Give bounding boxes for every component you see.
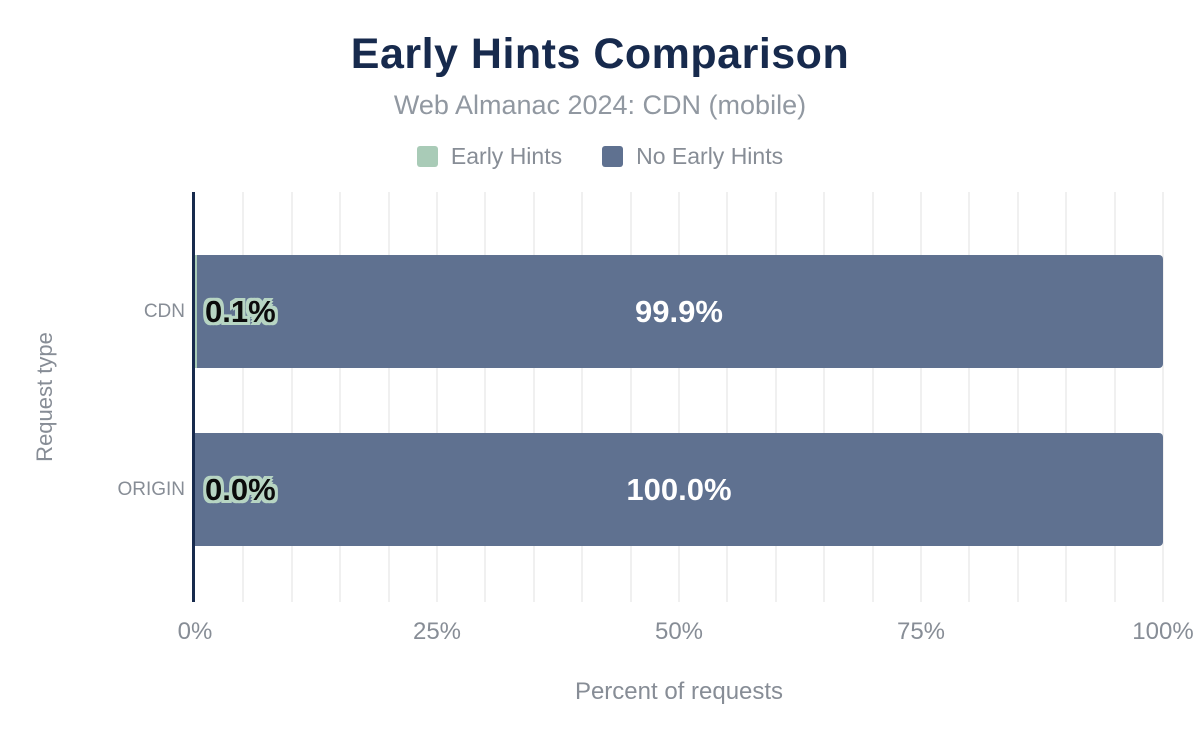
gridline-45	[629, 192, 632, 602]
value-label-no-early-hints: 100.0%	[626, 471, 732, 507]
gridline-65	[823, 192, 826, 602]
bar-segment-no-early-hints	[197, 255, 1163, 368]
x-tick-0: 0%	[177, 618, 213, 645]
category-label-cdn: CDN	[143, 300, 185, 322]
value-label-early-hints: 0.0%	[205, 471, 276, 507]
legend-label: No Early Hints	[636, 143, 784, 169]
gridline-60	[774, 192, 777, 602]
legend-item-no-early-hints: No Early Hints	[602, 143, 783, 170]
y-axis-title: Request type	[32, 332, 57, 462]
plot-area: 0.1% 99.9% 0.0% 100.0%	[192, 192, 1164, 602]
gridline-100	[1162, 192, 1164, 602]
legend-swatch-icon	[602, 146, 624, 167]
gridline-90	[1065, 192, 1068, 602]
gridline-40	[581, 192, 584, 602]
gridline-55	[726, 192, 729, 602]
legend-swatch-icon	[416, 146, 438, 167]
gridline-70	[871, 192, 874, 602]
gridline-35	[532, 192, 535, 602]
legend-label: Early Hints	[450, 143, 563, 169]
legend-item-early-hints: Early Hints	[416, 143, 563, 170]
bar-row-origin: 0.0% 100.0%	[195, 433, 1163, 546]
legend: Early Hints No Early Hints	[0, 143, 1200, 170]
bar-row-cdn: 0.1% 99.9%	[195, 255, 1163, 368]
gridline-95	[1113, 192, 1116, 602]
bar-segment-early-hints	[195, 255, 197, 368]
gridline-80	[968, 192, 971, 602]
value-label-early-hints: 0.1%	[205, 293, 276, 329]
chart-subtitle: Web Almanac 2024: CDN (mobile)	[393, 90, 807, 120]
x-tick-100: 100%	[1132, 618, 1194, 645]
gridline-10	[290, 192, 293, 602]
x-tick-50: 50%	[654, 618, 704, 645]
gridline-20	[387, 192, 390, 602]
gridline-75	[920, 192, 922, 602]
x-axis-title: Percent of requests	[574, 678, 784, 705]
gridline-15	[339, 192, 342, 602]
value-label-no-early-hints: 99.9%	[635, 293, 723, 329]
chart-title: Early Hints Comparison	[350, 30, 850, 78]
gridline-25	[436, 192, 438, 602]
y-axis-line	[192, 192, 195, 602]
gridline-50	[678, 192, 680, 602]
gridline-30	[484, 192, 487, 602]
x-tick-25: 25%	[412, 618, 462, 645]
x-tick-75: 75%	[896, 618, 946, 645]
bar-segment-no-early-hints	[195, 433, 1163, 546]
category-label-origin: ORIGIN	[117, 478, 185, 500]
gridline-85	[1016, 192, 1019, 602]
gridline-5	[242, 192, 245, 602]
